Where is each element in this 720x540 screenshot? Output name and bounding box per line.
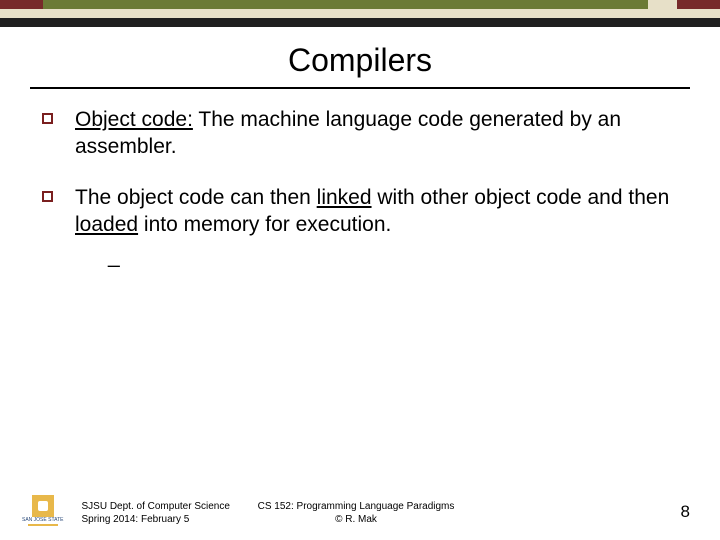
underlined-text: loaded <box>75 213 138 236</box>
bullet-item: The object code can then linked with oth… <box>42 185 678 269</box>
bar-segment <box>0 18 720 27</box>
bullet-body: Object code: The machine language code g… <box>75 107 678 161</box>
bar-row <box>0 9 720 18</box>
bar-segment <box>648 0 677 9</box>
plain-text: with other object code and then <box>372 186 670 209</box>
bar-segment <box>43 0 648 9</box>
bullet-text: Object code: The machine language code g… <box>75 107 678 161</box>
footer: SAN JOSÉ STATE SJSU Dept. of Computer Sc… <box>0 495 720 526</box>
slide-title: Compilers <box>0 42 720 79</box>
footer-left-line2: Spring 2014: February 5 <box>82 514 230 527</box>
logo-icon <box>32 495 54 517</box>
underlined-text: Object code: <box>75 108 193 131</box>
top-decoration-bar <box>0 0 720 28</box>
bar-row <box>0 0 720 9</box>
bar-segment <box>0 0 43 9</box>
plain-text: into memory for execution. <box>138 213 391 236</box>
bullet-marker <box>42 113 53 124</box>
underlined-text: linked <box>317 186 372 209</box>
bullet-body: The object code can then linked with oth… <box>75 185 678 269</box>
logo-bar <box>28 524 58 526</box>
page-number: 8 <box>681 502 690 522</box>
bar-segment <box>0 9 720 18</box>
footer-left-line1: SJSU Dept. of Computer Science <box>82 501 230 514</box>
bullet-marker <box>42 191 53 202</box>
bar-row <box>0 18 720 27</box>
footer-center-line2: © R. Mak <box>258 514 455 527</box>
bar-segment <box>677 0 720 9</box>
sub-dash: _ <box>108 245 678 269</box>
footer-center-line1: CS 152: Programming Language Paradigms <box>258 501 455 514</box>
footer-left: SJSU Dept. of Computer Science Spring 20… <box>82 501 230 526</box>
title-area: Compilers <box>0 28 720 87</box>
sjsu-logo: SAN JOSÉ STATE <box>22 495 64 526</box>
logo-text: SAN JOSÉ STATE <box>22 518 64 523</box>
bullet-item: Object code: The machine language code g… <box>42 107 678 161</box>
plain-text: The object code can then <box>75 186 317 209</box>
footer-center: CS 152: Programming Language Paradigms ©… <box>258 501 455 526</box>
bullet-text: The object code can then linked with oth… <box>75 185 678 239</box>
content-area: Object code: The machine language code g… <box>0 89 720 269</box>
